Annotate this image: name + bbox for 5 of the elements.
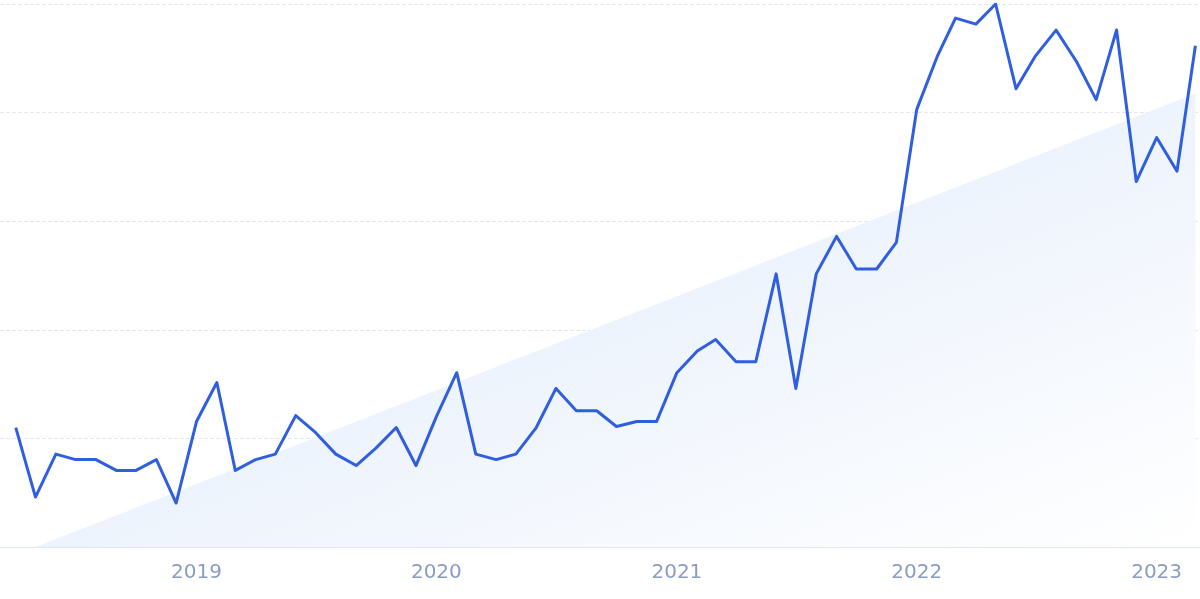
x-tick-label: 2023 [1131,559,1183,583]
x-tick-label: 2019 [171,559,222,583]
x-tick-label: 2022 [891,559,943,583]
x-tick-label: 2021 [651,559,703,583]
x-tick-label: 2020 [410,559,462,583]
